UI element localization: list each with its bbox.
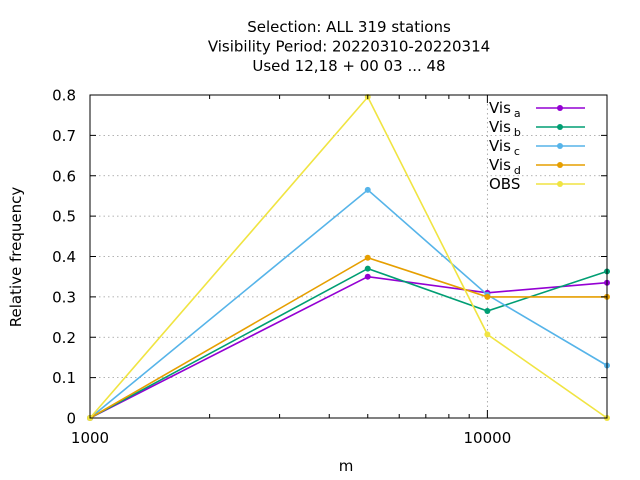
- series-lines: [87, 94, 610, 421]
- data-point: [364, 254, 371, 261]
- data-point: [484, 308, 491, 315]
- legend-name: Vis: [489, 118, 511, 136]
- y-tick-label: 0: [66, 410, 76, 428]
- legend-name: OBS: [489, 175, 520, 193]
- y-tick-label: 0.7: [52, 127, 76, 145]
- legend-subscript: c: [514, 145, 520, 158]
- legend-marker: [557, 105, 563, 111]
- legend-marker: [557, 124, 563, 130]
- legend-subscript: a: [514, 107, 521, 120]
- legend-subscript: d: [514, 164, 521, 177]
- y-tick-label: 0.3: [52, 288, 76, 306]
- y-tick-label: 0.5: [52, 208, 76, 226]
- data-point: [364, 186, 371, 193]
- grid: [90, 95, 607, 418]
- y-tick-label: 0.4: [52, 248, 76, 266]
- data-point: [484, 293, 491, 300]
- title-line-1: Selection: ALL 319 stations: [247, 18, 451, 36]
- series-line-1: [89, 267, 608, 419]
- x-tick-label: 10000: [464, 429, 512, 447]
- tick-labels: 0 0.1 0.2 0.3 0.4 0.5 0.6 0.7 0.8 1000 10000: [52, 87, 511, 448]
- legend-label: Vis c: [489, 137, 520, 158]
- legend-marker: [557, 143, 563, 149]
- legend-label: Vis d: [489, 156, 521, 177]
- x-tick-label: 1000: [71, 429, 109, 447]
- data-point: [364, 273, 371, 280]
- y-axis-label: Relative frequency: [7, 187, 25, 328]
- series-line-4: [89, 95, 608, 419]
- y-tick-label: 0.8: [52, 87, 76, 105]
- legend-name: Vis: [489, 137, 511, 155]
- series-line-0: [89, 275, 608, 419]
- legend-entry: Vis c: [489, 137, 585, 158]
- series-line-3: [89, 256, 607, 419]
- legend-marker: [557, 162, 563, 168]
- x-axis-label: m: [339, 457, 354, 475]
- y-tick-label: 0.2: [52, 329, 76, 347]
- legend-label: Vis b: [489, 118, 521, 139]
- legend-name: Vis: [489, 99, 511, 117]
- legend-entry: OBS: [489, 175, 585, 193]
- chart-title: Selection: ALL 319 stations Visibility Pe…: [208, 18, 490, 75]
- legend-label: OBS: [489, 175, 520, 193]
- title-line-2: Visibility Period: 20220310-20220314: [208, 38, 490, 56]
- legend-subscript: b: [514, 126, 521, 139]
- series-line-2: [89, 188, 608, 419]
- data-point: [484, 331, 491, 338]
- legend-entry: Vis b: [489, 118, 585, 139]
- legend-entry: Vis d: [489, 156, 585, 177]
- axis-ticks: [89, 94, 608, 419]
- legend-label: Vis a: [489, 99, 521, 120]
- legend-entry: Vis a: [489, 99, 585, 120]
- legend-marker: [557, 181, 563, 187]
- y-tick-label: 0.6: [52, 167, 76, 185]
- y-tick-label: 0.1: [52, 369, 76, 387]
- data-point: [364, 265, 371, 272]
- title-line-3: Used 12,18 + 00 03 ... 48: [252, 57, 445, 75]
- legend-name: Vis: [489, 156, 511, 174]
